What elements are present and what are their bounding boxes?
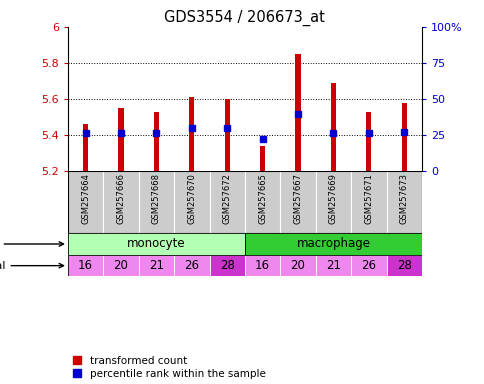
Bar	[189, 97, 194, 171]
Bar	[295, 54, 300, 171]
Bar	[224, 99, 229, 171]
Bar	[174, 255, 209, 276]
Text: GSM257670: GSM257670	[187, 173, 196, 224]
Bar	[280, 171, 315, 233]
Text: GSM257672: GSM257672	[222, 173, 231, 224]
Text: 16: 16	[78, 259, 93, 272]
Bar	[350, 255, 386, 276]
Bar	[386, 255, 421, 276]
Bar	[244, 233, 421, 255]
Text: 16: 16	[255, 259, 270, 272]
Text: GSM257671: GSM257671	[363, 173, 373, 224]
Bar	[153, 112, 159, 171]
Text: GSM257666: GSM257666	[116, 173, 125, 224]
Text: GSM257665: GSM257665	[257, 173, 267, 224]
Bar	[259, 146, 265, 171]
Text: macrophage: macrophage	[296, 237, 370, 250]
Text: 20: 20	[113, 259, 128, 272]
Text: GSM257664: GSM257664	[81, 173, 90, 224]
Bar	[244, 171, 280, 233]
Bar	[365, 112, 371, 171]
Bar	[330, 83, 335, 171]
Bar	[103, 255, 138, 276]
Text: GSM257668: GSM257668	[151, 173, 161, 224]
Legend: transformed count, percentile rank within the sample: transformed count, percentile rank withi…	[73, 356, 265, 379]
Title: GDS3554 / 206673_at: GDS3554 / 206673_at	[164, 9, 325, 25]
Bar	[138, 255, 174, 276]
Bar	[209, 255, 244, 276]
Text: 28: 28	[396, 259, 411, 272]
Bar	[68, 255, 103, 276]
Text: 28: 28	[219, 259, 234, 272]
Text: GSM257673: GSM257673	[399, 173, 408, 224]
Bar	[118, 108, 123, 171]
Bar	[68, 233, 244, 255]
Bar	[350, 171, 386, 233]
Bar	[315, 171, 350, 233]
Bar	[83, 124, 88, 171]
Text: individual: individual	[0, 261, 63, 271]
Bar	[138, 171, 174, 233]
Text: 26: 26	[184, 259, 199, 272]
Text: GSM257667: GSM257667	[293, 173, 302, 224]
Text: 21: 21	[149, 259, 164, 272]
Bar	[401, 103, 406, 171]
Text: 26: 26	[361, 259, 376, 272]
Bar	[103, 171, 138, 233]
Text: cell type: cell type	[0, 239, 63, 249]
Bar	[315, 255, 350, 276]
Bar	[280, 255, 315, 276]
Bar	[244, 255, 280, 276]
Bar	[174, 171, 209, 233]
Text: 20: 20	[290, 259, 305, 272]
Text: 21: 21	[325, 259, 340, 272]
Bar	[68, 171, 103, 233]
Text: monocyte: monocyte	[127, 237, 185, 250]
Bar	[209, 171, 244, 233]
Text: GSM257669: GSM257669	[328, 173, 337, 224]
Bar	[386, 171, 421, 233]
